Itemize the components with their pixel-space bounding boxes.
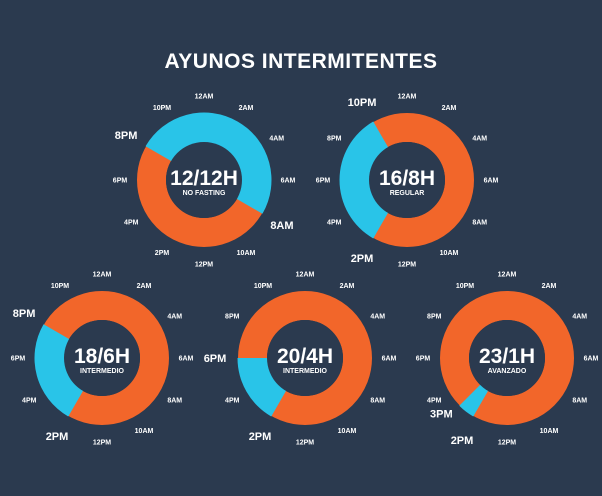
hour-label: 4PM — [124, 220, 139, 227]
hour-label: 12AM — [296, 272, 315, 279]
hour-label: 8PM — [13, 308, 36, 320]
hour-label: 6AM — [281, 178, 296, 185]
hour-label: 6AM — [584, 356, 599, 363]
hour-label: 2PM — [351, 253, 374, 265]
hour-label: 6AM — [484, 178, 499, 185]
hour-label: 3PM — [430, 409, 453, 421]
hour-label: 8PM — [427, 314, 442, 321]
hour-label: 4AM — [472, 136, 487, 143]
chart-level: AVANZADO — [488, 368, 527, 375]
eating-segment — [459, 384, 489, 417]
hour-label: 12AM — [498, 272, 517, 279]
hour-label: 10PM — [348, 97, 377, 109]
hour-label: 12AM — [398, 94, 417, 101]
hour-label: 2PM — [46, 431, 69, 443]
hour-label: 2PM — [451, 435, 474, 447]
hour-label: 10AM — [135, 428, 154, 435]
hour-label: 10PM — [51, 283, 69, 290]
hour-label: 6AM — [382, 356, 397, 363]
hour-label: 4AM — [572, 314, 587, 321]
hour-label: 6PM — [204, 353, 227, 365]
hour-label: 6PM — [11, 356, 26, 363]
hour-label: 2PM — [249, 431, 272, 443]
hour-label: 4AM — [370, 314, 385, 321]
fasting-segment — [440, 291, 574, 425]
hour-label: 8AM — [572, 398, 587, 405]
hour-label: 8AM — [370, 398, 385, 405]
hour-label: 10PM — [254, 283, 272, 290]
hour-label: 12AM — [195, 94, 214, 101]
hour-label: 10AM — [440, 250, 459, 257]
hour-label: 4PM — [427, 398, 442, 405]
hour-label: 12PM — [195, 262, 213, 269]
chart-ratio: 18/6H — [74, 345, 130, 368]
hour-label: 6PM — [416, 356, 431, 363]
hour-label: 2AM — [542, 283, 557, 290]
chart-level: INTERMEDIO — [80, 368, 125, 375]
chart-ratio: 12/12H — [170, 167, 238, 190]
hour-label: 2AM — [239, 105, 254, 112]
hour-label: 12PM — [93, 440, 111, 447]
hour-label: 10AM — [540, 428, 559, 435]
hour-label: 4PM — [327, 220, 342, 227]
hour-label: 10AM — [338, 428, 357, 435]
chart-level: INTERMEDIO — [283, 368, 328, 375]
hour-label: 2AM — [442, 105, 457, 112]
hour-label: 2AM — [137, 283, 152, 290]
chart-ratio: 23/1H — [479, 345, 535, 368]
hour-label: 8PM — [115, 130, 138, 142]
hour-label: 4PM — [225, 398, 240, 405]
hour-label: 10AM — [237, 250, 256, 257]
hour-label: 4PM — [22, 398, 37, 405]
chart-ratio: 16/8H — [379, 167, 435, 190]
hour-label: 8AM — [472, 220, 487, 227]
donut-hole — [267, 320, 343, 396]
hour-label: 8AM — [167, 398, 182, 405]
hour-label: 8AM — [270, 220, 293, 232]
eating-segment — [34, 324, 84, 417]
eating-segment — [237, 358, 287, 417]
hour-label: 2PM — [155, 250, 170, 257]
hour-label: 6PM — [113, 178, 128, 185]
donut-hole — [166, 142, 242, 218]
hour-label: 8PM — [225, 314, 240, 321]
chart-level: NO FASTING — [183, 190, 226, 197]
hour-label: 10PM — [153, 105, 171, 112]
infographic-title: AYUNOS INTERMITENTES — [164, 50, 438, 73]
hour-label: 6PM — [316, 178, 331, 185]
hour-label: 8PM — [327, 136, 342, 143]
donut-hole — [369, 142, 445, 218]
chart-level: REGULAR — [390, 190, 425, 197]
eating-segment — [145, 112, 272, 214]
hour-label: 6AM — [179, 356, 194, 363]
hour-label: 12AM — [93, 272, 112, 279]
eating-segment — [339, 121, 389, 239]
hour-label: 12PM — [398, 262, 416, 269]
chart-ratio: 20/4H — [277, 345, 333, 368]
hour-label: 2AM — [340, 283, 355, 290]
donut-hole — [469, 320, 545, 396]
donut-hole — [64, 320, 140, 396]
hour-label: 12PM — [296, 440, 314, 447]
hour-label: 12PM — [498, 440, 516, 447]
hour-label: 4AM — [269, 136, 284, 143]
hour-label: 4AM — [167, 314, 182, 321]
hour-label: 10PM — [456, 283, 474, 290]
